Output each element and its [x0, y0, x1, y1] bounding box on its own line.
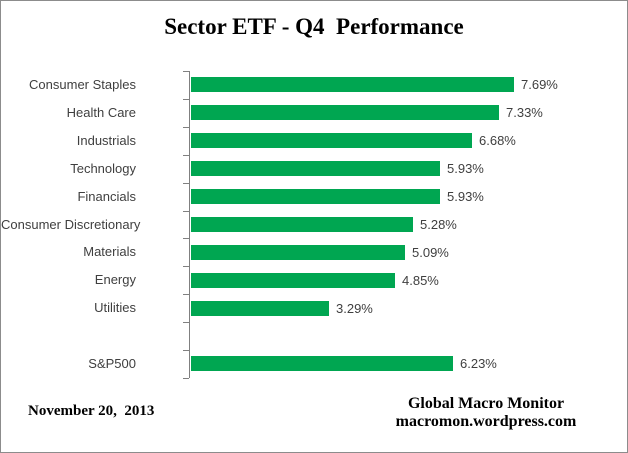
category-label: Utilities	[94, 300, 136, 316]
value-label: 5.93%	[447, 189, 484, 205]
bar	[191, 133, 472, 149]
value-label: 3.29%	[336, 300, 373, 316]
axis-tick-mark	[183, 266, 189, 268]
category-label: S&P500	[88, 356, 136, 371]
axis-tick-mark	[183, 71, 189, 72]
category-label: Health Care	[66, 104, 136, 120]
axis-tick-mark	[183, 126, 189, 128]
axis-tick-mark	[183, 294, 189, 296]
bar	[191, 77, 514, 93]
value-label: 5.93%	[447, 161, 484, 177]
footer-date: November 20, 2013	[28, 403, 155, 419]
axis-tick-mark	[183, 210, 189, 212]
bar	[191, 244, 405, 260]
axis-tick-mark	[183, 182, 189, 184]
bar	[191, 300, 329, 316]
category-label: Materials	[83, 244, 136, 260]
footer-source: Global Macro Monitor macromon.wordpress.…	[385, 395, 587, 431]
bar	[191, 272, 395, 288]
axis-tick-mark	[183, 98, 189, 100]
value-label: 7.33%	[506, 105, 543, 121]
value-label: 6.68%	[479, 133, 516, 149]
footer-source-name: Global Macro Monitor	[407, 395, 565, 412]
axis-tick-mark	[183, 238, 189, 240]
value-label: 7.69%	[521, 77, 558, 93]
value-label: 6.23%	[460, 356, 497, 372]
value-label: 5.09%	[412, 244, 449, 260]
category-label: Industrials	[76, 132, 136, 148]
chart-title: Sector ETF - Q4 Performance	[164, 14, 464, 39]
bar	[191, 216, 413, 232]
value-label: 5.28%	[420, 216, 457, 232]
axis-tick-mark	[183, 154, 189, 156]
axis-tick-mark	[183, 350, 189, 351]
value-label: 4.85%	[402, 272, 439, 288]
y-axis-line	[189, 71, 190, 378]
axis-tick-mark	[183, 377, 189, 379]
bar	[191, 161, 440, 177]
bar	[191, 356, 453, 372]
category-label: Consumer Discretionary	[1, 216, 141, 232]
footer-source-url: macromon.wordpress.com	[395, 413, 577, 430]
axis-tick-mark	[183, 322, 189, 324]
category-label: Energy	[94, 272, 136, 288]
category-label: Consumer Staples	[29, 77, 136, 92]
bar	[191, 105, 499, 121]
bar	[191, 189, 440, 205]
category-label: Technology	[70, 160, 136, 176]
category-label: Financials	[77, 188, 136, 204]
